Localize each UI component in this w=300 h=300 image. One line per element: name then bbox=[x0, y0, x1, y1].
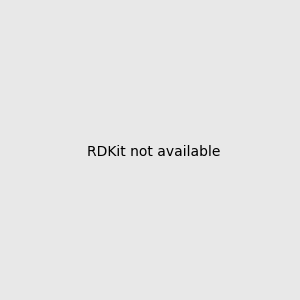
Text: RDKit not available: RDKit not available bbox=[87, 145, 220, 158]
